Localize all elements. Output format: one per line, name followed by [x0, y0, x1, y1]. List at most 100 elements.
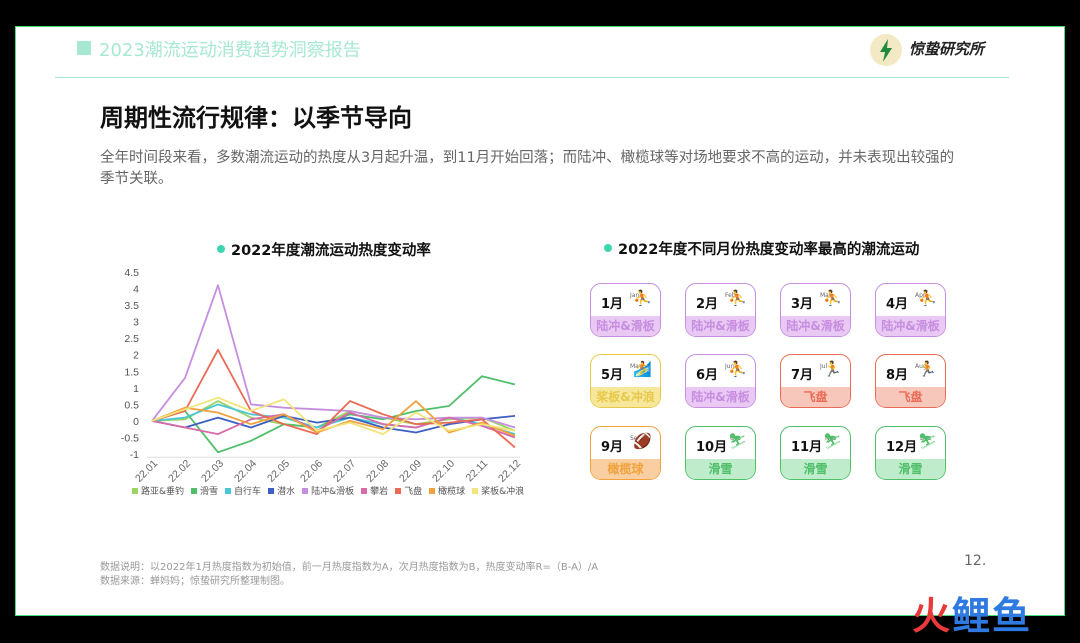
- month-label: 4月: [886, 297, 909, 312]
- month-card: 9月 Sept 🏈 橄榄球: [590, 426, 661, 480]
- month-label: 7月: [791, 368, 814, 383]
- description-text: 全年时间段来看，多数潮流运动的热度从3月起升温，到11月开始回落；而陆冲、橄榄球…: [100, 150, 955, 187]
- x-tick-label: 22.12: [496, 458, 523, 485]
- x-tick-label: 22.09: [397, 458, 424, 485]
- x-tick-label: 22.08: [364, 458, 391, 485]
- x-tick-label: 22.03: [199, 458, 226, 485]
- series-line: [151, 284, 516, 429]
- month-label: 9月: [601, 440, 624, 455]
- rugby-ball-icon: 🏈: [633, 432, 652, 450]
- skateboard-icon: ⛹: [823, 289, 842, 307]
- month-card: 2月 Feb ⛹ 陆冲&滑板: [685, 283, 756, 337]
- legend-label: 路亚&垂钓: [141, 487, 185, 497]
- watermark-char: 鱼: [992, 594, 1033, 638]
- frisbee-icon: 🏃: [823, 360, 842, 378]
- y-tick-label: 0.5: [124, 399, 139, 411]
- month-english: May: [630, 363, 643, 370]
- data-source: 数据来源：蝉妈妈；惊蛰研究所整理制图。: [100, 576, 290, 587]
- month-label: 1月: [601, 297, 624, 312]
- month-english: Feb: [725, 292, 736, 299]
- sport-label: 陆冲&滑板: [876, 316, 945, 336]
- legend-item: 桨板&冲浪: [472, 484, 524, 497]
- sport-label: 飞盘: [781, 387, 850, 407]
- data-note: 数据说明：以2022年1月热度指数为初始值，前一月热度指数为A，次月热度指数为B…: [100, 562, 599, 573]
- y-tick-label: 3: [133, 317, 139, 329]
- month-english: Nov: [825, 435, 837, 442]
- sport-label: 桨板&冲浪: [591, 387, 660, 407]
- month-card: 11月 Nov ⛷ 滑雪: [780, 426, 851, 480]
- skateboard-icon: ⛹: [728, 289, 747, 307]
- sport-label: 陆冲&滑板: [686, 387, 755, 407]
- legend-label: 滑雪: [200, 487, 219, 497]
- x-tick-label: 22.05: [265, 458, 292, 485]
- surfing-icon: 🏄: [633, 360, 652, 378]
- watermark-char: 鲤: [952, 594, 993, 638]
- legend-label: 飞盘: [404, 487, 423, 497]
- x-tick-label: 22.01: [133, 458, 160, 485]
- watermark-logo: 火鲤鱼: [912, 594, 1032, 638]
- skiing-icon: ⛷: [822, 432, 842, 450]
- month-english: Jul: [820, 363, 828, 370]
- watermark-char: 火: [912, 594, 953, 638]
- legend-swatch: [361, 488, 368, 494]
- page-title: 周期性流行规律：以季节导向: [100, 104, 412, 132]
- right-section-title-text: 2022年度不同月份热度变动率最高的潮流运动: [618, 242, 920, 258]
- sport-label: 陆冲&滑板: [591, 316, 660, 336]
- legend-label: 橄榄球: [438, 487, 466, 497]
- month-label: 5月: [601, 368, 624, 383]
- month-label: 10月: [696, 440, 728, 455]
- x-tick-label: 22.02: [166, 458, 193, 485]
- x-tick-label: 22.04: [232, 458, 259, 485]
- legend-label: 自行车: [234, 487, 262, 497]
- legend-label: 桨板&冲浪: [481, 487, 525, 497]
- y-tick-label: 4: [133, 284, 139, 296]
- legend-label: 陆冲&滑板: [311, 487, 355, 497]
- month-label: 8月: [886, 368, 909, 383]
- legend-item: 攀岩: [361, 484, 388, 497]
- legend-label: 攀岩: [370, 487, 389, 497]
- y-tick-label: -1: [130, 449, 139, 461]
- lightning-icon: [870, 34, 902, 66]
- sport-label: 滑雪: [686, 459, 755, 479]
- x-tick-label: 22.11: [464, 458, 491, 485]
- legend-swatch: [429, 488, 436, 494]
- skateboard-icon: ⛹: [633, 289, 652, 307]
- logo-text: 惊蛰研究所: [909, 40, 985, 58]
- legend-label: 潜水: [277, 487, 296, 497]
- line-chart: 4.543.532.521.510.50-0.5-122.01 22.02 22.0…: [121, 267, 523, 485]
- month-card: 3月 Mar ⛹ 陆冲&滑板: [780, 283, 851, 337]
- month-card: 4月 Apr ⛹ 陆冲&滑板: [875, 283, 946, 337]
- left-section-title: 2022年度潮流运动热度变动率: [217, 239, 431, 260]
- legend-swatch: [472, 488, 479, 494]
- series-line: [151, 414, 516, 434]
- legend-swatch: [132, 488, 138, 494]
- month-label: 6月: [696, 368, 719, 383]
- chart-legend: 路亚&垂钓 滑雪 自行车 潜水 陆冲&滑板 攀岩 飞盘 橄榄球 桨板&冲浪: [132, 484, 531, 497]
- report-title: 2023潮流运动消费趋势洞察报告: [99, 40, 361, 61]
- bullet-dot-icon: [217, 245, 225, 253]
- legend-swatch: [191, 488, 198, 494]
- legend-item: 滑雪: [191, 484, 218, 497]
- y-tick-label: -0.5: [121, 432, 139, 444]
- month-english: Aug: [915, 363, 927, 370]
- legend-swatch: [225, 488, 232, 494]
- legend-swatch: [302, 488, 309, 494]
- x-tick-label: 22.06: [298, 458, 325, 485]
- y-tick-label: 2.5: [124, 333, 139, 345]
- month-label: 2月: [696, 297, 719, 312]
- y-tick-label: 2: [133, 350, 139, 362]
- y-tick-label: 1: [133, 383, 139, 395]
- frisbee-icon: 🏃: [918, 360, 937, 378]
- month-english: Mar: [820, 292, 832, 299]
- month-english: Oct: [730, 435, 741, 442]
- page-number: 12.: [964, 553, 987, 569]
- left-section-title-text: 2022年度潮流运动热度变动率: [231, 243, 431, 259]
- legend-item: 飞盘: [395, 484, 422, 497]
- month-card: 7月 Jul 🏃 飞盘: [780, 354, 851, 408]
- month-label: 11月: [791, 440, 823, 455]
- month-card: 5月 May 🏄 桨板&冲浪: [590, 354, 661, 408]
- legend-item: 橄榄球: [429, 484, 465, 497]
- bullet-dot-icon: [604, 244, 612, 252]
- sport-label: 陆冲&滑板: [686, 316, 755, 336]
- y-tick-label: 3.5: [124, 300, 139, 312]
